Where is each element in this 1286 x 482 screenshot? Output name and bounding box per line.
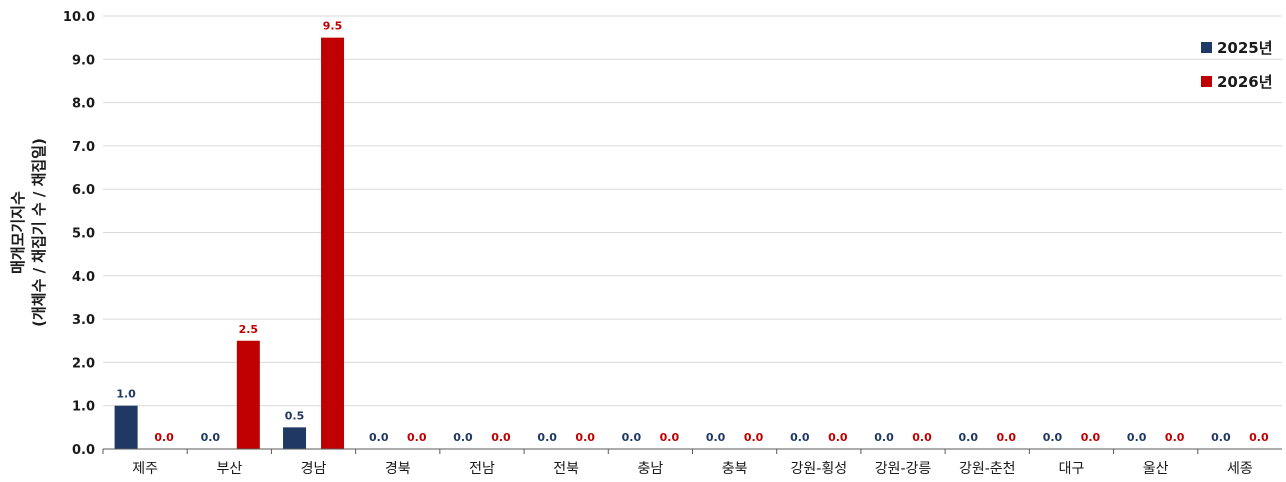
x-category-label: 울산 [1143,461,1169,477]
bar [321,37,345,450]
x-category-label: 강원-횡성 [791,461,848,477]
data-labels: 1.0 0.0 0.0 2.5 0.5 9.5 0.0 0.0 0.0 0.0 0.0 0.0 0.0 0… [116,20,1269,444]
y-tick-label: 5.0 [72,227,95,242]
data-label: 0.0 [828,431,848,444]
y-tick-label: 4.0 [72,270,95,285]
data-label: 0.5 [285,409,305,422]
data-label: 0.0 [575,431,595,444]
data-label: 0.0 [1043,431,1063,444]
y-tick-label: 9.0 [72,53,95,68]
data-label: 0.0 [154,431,174,444]
x-category-label: 경남 [301,461,327,477]
x-category-label: 충북 [722,461,748,477]
data-label: 0.0 [744,431,764,444]
legend: 2025년 2026년 [1201,39,1273,91]
x-category-label: 제주 [132,461,158,477]
legend-label-2025: 2025년 [1217,39,1273,57]
bars [114,37,345,450]
bar [236,340,260,449]
x-category-label: 부산 [216,461,242,477]
data-label: 0.0 [706,431,726,444]
data-label: 0.0 [912,431,932,444]
y-tick-label: 3.0 [72,313,95,328]
data-label: 1.0 [116,388,136,401]
grid-lines [103,15,1282,407]
x-category-label: 전북 [553,461,579,477]
data-label: 0.0 [453,431,473,444]
data-label: 0.0 [874,431,894,444]
x-category-label: 충남 [638,461,664,477]
x-axis-categories: 제주 부산 경남 경북 전남 전북 충남 충북 강원-횡성 강원-강릉 강원-춘천 대구 울산 세종 [102,449,1253,477]
y-tick-label: 8.0 [72,97,95,112]
x-category-label: 대구 [1059,461,1085,477]
data-label: 0.0 [997,431,1017,444]
data-label: 0.0 [537,431,557,444]
y-axis-ticks: 0.0 1.0 2.0 3.0 4.0 5.0 6.0 7.0 8.0 9.0 10.0 [63,10,95,458]
y-axis-label: 매개모기지수 (개체수 / 채집기 수 / 채집일) [9,138,48,327]
data-label: 0.0 [1165,431,1185,444]
y-tick-label: 0.0 [72,443,95,458]
x-category-label: 강원-강릉 [875,461,932,477]
y-tick-label: 6.0 [72,183,95,198]
y-tick-label: 1.0 [72,400,95,415]
x-category-label: 강원-춘천 [959,461,1016,477]
data-label: 0.0 [1081,431,1101,444]
legend-label-2026: 2026년 [1217,73,1273,91]
data-label: 0.0 [491,431,511,444]
data-label: 0.0 [201,431,221,444]
data-label: 0.0 [622,431,642,444]
y-axis-label-line2: (개체수 / 채집기 수 / 채집일) [30,138,48,327]
y-tick-label: 10.0 [63,10,95,25]
data-label: 0.0 [407,431,427,444]
data-label: 0.0 [1127,431,1147,444]
y-axis-label-line1: 매개모기지수 [9,191,27,274]
y-tick-label: 2.0 [72,356,95,371]
data-label: 0.0 [660,431,680,444]
data-label: 0.0 [959,431,979,444]
data-label: 9.5 [323,20,343,33]
y-tick-label: 7.0 [72,140,95,155]
data-label: 0.0 [1211,431,1231,444]
x-category-label: 세종 [1227,461,1253,477]
legend-swatch-2026 [1201,76,1212,87]
x-category-label: 경북 [385,461,411,477]
data-label: 0.0 [790,431,810,444]
x-category-label: 전남 [469,461,495,477]
bar [114,405,138,449]
legend-swatch-2025 [1201,42,1212,53]
data-label: 2.5 [239,323,259,336]
bar [283,427,307,449]
data-label: 0.0 [1249,431,1269,444]
data-label: 0.0 [369,431,389,444]
